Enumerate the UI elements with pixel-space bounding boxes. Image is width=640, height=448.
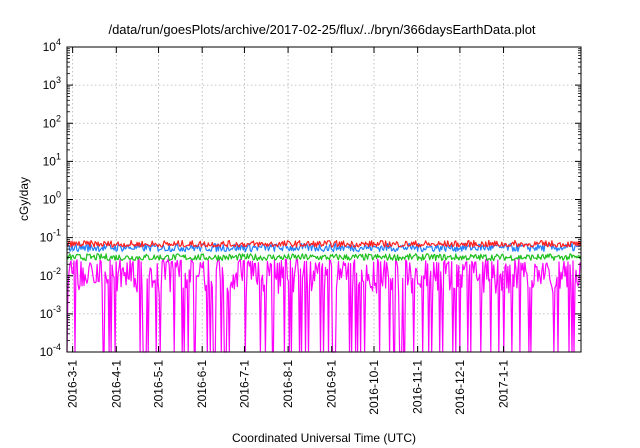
series-line: [66, 258, 582, 353]
y-tick-label: 103: [43, 75, 61, 92]
x-tick-label: 2016-3-1: [66, 360, 80, 408]
grid-layer: [67, 47, 581, 352]
x-axis-label: Coordinated Universal Time (UTC): [232, 431, 416, 445]
x-tick-label: 2016-9-1: [325, 360, 339, 408]
x-tick-label: 2016-11-1: [411, 360, 425, 414]
x-tick-label: 2016-6-1: [195, 360, 209, 408]
x-tick-label: 2016-12-1: [453, 360, 467, 415]
y-tick-label: 10-2: [40, 266, 61, 283]
y-axis-label: cGy/day: [17, 177, 31, 221]
x-tick-label: 2017-1-1: [497, 360, 511, 408]
chart-title: /data/run/goesPlots/archive/2017-02-25/f…: [108, 22, 535, 37]
x-ticks: 2016-3-1 2016-4-1 2016-5-1 2016-6-1 2016-7-1…: [66, 47, 511, 415]
series-line: [66, 239, 582, 248]
y-tick-label: 104: [43, 37, 61, 54]
x-tick-label: 2016-8-1: [281, 360, 295, 408]
series-line: [66, 253, 582, 262]
y-tick-label: 10-1: [40, 228, 61, 245]
y-tick-label: 100: [43, 190, 61, 207]
x-tick-label: 2016-7-1: [237, 360, 251, 408]
x-tick-label: 2016-5-1: [152, 360, 166, 408]
y-tick-label: 101: [43, 151, 61, 168]
y-tick-label: 102: [43, 113, 61, 130]
y-ticks: 10-4 10-3 10-2 10-1 100 101 102 103 104: [40, 37, 581, 359]
y-tick-label: 10-4: [40, 342, 61, 359]
x-tick-label: 2016-4-1: [109, 360, 123, 408]
x-tick-label: 2016-10-1: [367, 360, 381, 415]
y-tick-label: 10-3: [40, 304, 61, 321]
data-layer: [66, 239, 582, 353]
